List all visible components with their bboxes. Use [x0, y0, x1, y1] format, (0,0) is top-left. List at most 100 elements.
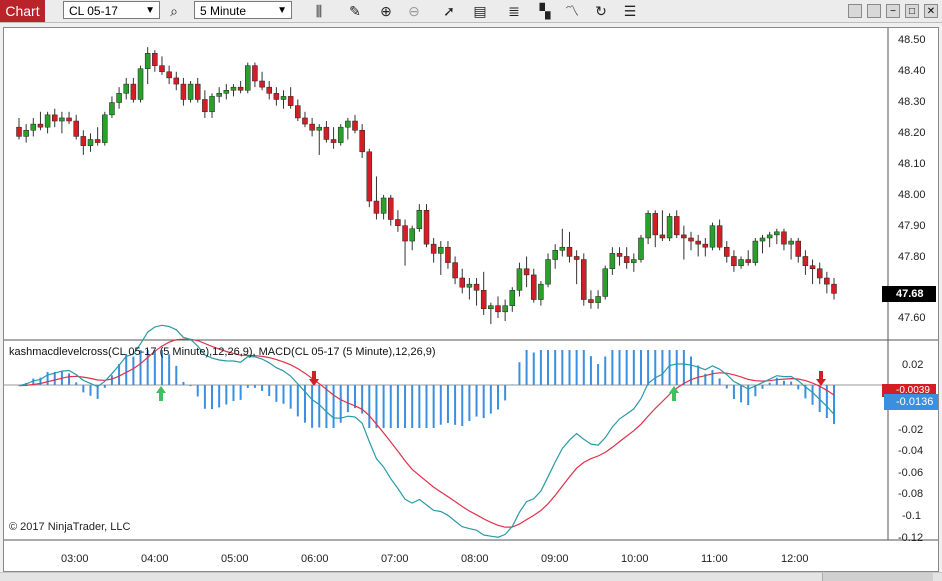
data-box-icon[interactable]: ▤: [473, 3, 487, 19]
candle-body: [559, 246, 566, 251]
price-tick: 48.00: [898, 189, 926, 201]
bar-style-icon[interactable]: ≣: [508, 3, 520, 19]
price-tick: 48.30: [898, 96, 926, 108]
candle-body: [44, 114, 51, 128]
search-icon[interactable]: ⌕: [170, 3, 178, 19]
candle-body: [209, 96, 215, 113]
candle-body: [423, 210, 430, 245]
candle-body: [159, 65, 165, 73]
horizontal-scrollbar[interactable]: [0, 572, 942, 581]
maximize-button[interactable]: −: [886, 4, 900, 18]
candle-body: [774, 231, 780, 236]
chart-area[interactable]: 48.50 48.40 48.30 48.20 48.10 48.00 47.9…: [3, 27, 939, 572]
candle-body: [137, 68, 144, 100]
candle-body: [30, 123, 37, 131]
candle-body: [452, 262, 458, 279]
candle-body: [252, 65, 258, 82]
price-tick: 48.10: [898, 158, 926, 170]
candle-body: [59, 117, 65, 122]
candle-body: [473, 283, 480, 291]
macd-tick: -0.12: [898, 532, 924, 544]
price-tick: 47.80: [898, 251, 926, 263]
chart-tab[interactable]: Chart: [0, 0, 45, 22]
candle-body: [702, 243, 709, 248]
candle-body: [123, 83, 129, 94]
candle-body: [66, 117, 72, 122]
time-tick: 08:00: [461, 553, 489, 565]
candle-body: [581, 259, 587, 300]
candle-body: [223, 89, 230, 94]
candle-body: [695, 240, 701, 245]
price-tick: 47.90: [898, 220, 926, 232]
candle-body: [102, 114, 108, 143]
candle-body: [816, 268, 823, 279]
strategies-icon[interactable]: 〽: [565, 3, 579, 19]
interval-value: 5 Minute: [200, 4, 247, 18]
candle-body: [688, 237, 694, 242]
candle-body: [666, 216, 673, 239]
macd-value-marker: -0.0136: [884, 394, 938, 410]
minimize-button[interactable]: [848, 4, 862, 18]
candle-body: [109, 102, 115, 116]
maximize-window-button[interactable]: □: [905, 4, 919, 18]
chart-trader-icon[interactable]: ▚: [539, 3, 551, 19]
macd-tick: -0.08: [898, 488, 924, 500]
candle-body: [295, 105, 301, 119]
instrument-selector[interactable]: CL 05-17 ▼: [63, 1, 160, 19]
candle-body: [438, 246, 444, 254]
properties-icon[interactable]: ☰: [623, 3, 637, 19]
macd-tick: -0.1: [902, 510, 921, 522]
interval-selector[interactable]: 5 Minute ▼: [194, 1, 292, 19]
candle-body: [709, 225, 716, 248]
candle-body: [116, 93, 122, 103]
candle-body: [359, 130, 365, 153]
candle-body: [681, 234, 687, 239]
restore-button[interactable]: [867, 4, 881, 18]
time-tick: 09:00: [541, 553, 569, 565]
bars-icon[interactable]: ⫼: [315, 3, 323, 19]
candle-body: [752, 240, 759, 263]
candle-body: [595, 296, 601, 303]
pencil-icon[interactable]: ✎: [349, 3, 361, 19]
cross-down-arrow: [309, 371, 319, 386]
chevron-down-icon: ▼: [277, 5, 287, 16]
candle-body: [166, 71, 172, 79]
candle-body: [287, 96, 294, 106]
candle-body: [266, 86, 272, 94]
candle-body: [402, 225, 408, 242]
indicator-label: kashmacdlevelcross(CL 05-17 (5 Minute),1…: [9, 346, 436, 358]
pointer-icon[interactable]: ➚: [443, 3, 455, 19]
candle-body: [416, 210, 423, 229]
zoom-out-icon[interactable]: ⊖: [408, 3, 420, 19]
refresh-icon[interactable]: ↻: [595, 3, 607, 19]
candle-body: [366, 151, 373, 202]
candle-body: [659, 234, 666, 239]
macd-line: [18, 324, 835, 538]
time-tick: 03:00: [61, 553, 89, 565]
candle-body: [573, 256, 580, 260]
candle-body: [545, 259, 551, 285]
zoom-in-icon[interactable]: ⊕: [380, 3, 392, 19]
candle-body: [638, 237, 644, 260]
candle-body: [130, 83, 137, 100]
price-tick: 47.60: [898, 312, 926, 324]
macd-tick: -0.06: [898, 467, 924, 479]
candle-body: [731, 256, 737, 266]
candle-body: [552, 250, 558, 260]
price-tick: 48.20: [898, 127, 926, 139]
candle-body: [802, 256, 809, 266]
candle-body: [16, 126, 22, 137]
time-tick: 05:00: [221, 553, 249, 565]
candle-body: [724, 246, 730, 257]
copyright-text: © 2017 NinjaTrader, LLC: [9, 521, 131, 533]
candle-body: [495, 305, 501, 313]
macd-tick: 0.02: [902, 359, 924, 371]
candle-body: [631, 259, 637, 263]
close-button[interactable]: ✕: [924, 4, 938, 18]
candle-body: [602, 268, 608, 297]
scrollbar-thumb[interactable]: [822, 573, 933, 581]
candle-body: [759, 237, 766, 242]
candle-body: [316, 126, 323, 131]
candle-body: [245, 65, 251, 91]
cross-down-arrow: [816, 371, 826, 386]
